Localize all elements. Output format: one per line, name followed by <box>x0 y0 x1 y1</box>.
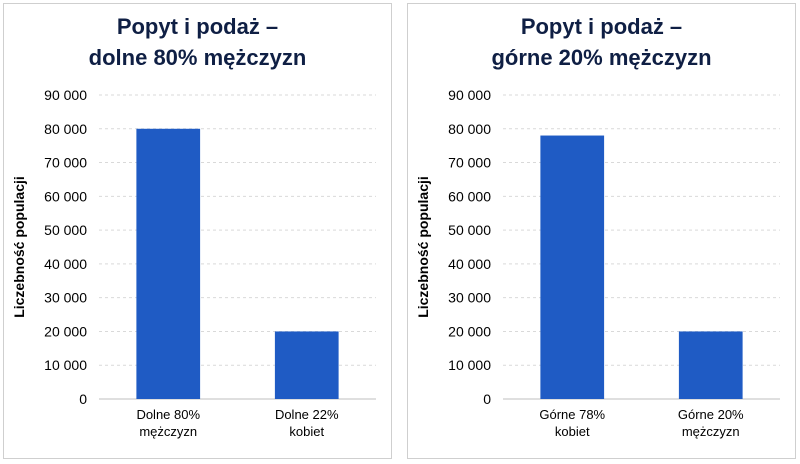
y-tick-label: 0 <box>483 391 491 407</box>
chart-title-line: Popyt i podaż – <box>521 14 682 39</box>
y-tick-label: 30 000 <box>44 290 87 306</box>
y-axis-label: Liczebność populacji <box>11 176 27 318</box>
y-tick-label: 20 000 <box>448 323 491 339</box>
y-axis-label: Liczebność populacji <box>415 176 431 318</box>
chart-panel-top-20: Popyt i podaż – górne 20% mężczyzn 0 10 000… <box>407 3 796 459</box>
bar-1 <box>678 331 743 399</box>
y-tick-label: 10 000 <box>44 357 87 373</box>
y-tick-label: 40 000 <box>44 256 87 272</box>
y-tick-label: 60 000 <box>448 188 491 204</box>
bar-chart-bottom-80: Popyt i podaż – dolne 80% mężczyzn 0 10 000… <box>11 14 376 439</box>
bar-1 <box>274 331 339 399</box>
x-category-label: Górne 78% <box>539 407 605 422</box>
x-category-label: kobiet <box>555 424 590 439</box>
y-tick-label: 70 000 <box>448 155 491 171</box>
y-tick-label: 30 000 <box>448 290 491 306</box>
bar-chart-top-20: Popyt i podaż – górne 20% mężczyzn 0 10 000… <box>415 14 780 439</box>
chart-title-line: dolne 80% mężczyzn <box>89 45 307 70</box>
x-category-label: kobiet <box>289 424 324 439</box>
x-category-label: Dolne 80% <box>136 407 200 422</box>
y-tick-label: 40 000 <box>448 256 491 272</box>
chart-title-line: górne 20% mężczyzn <box>491 45 711 70</box>
y-tick-label: 50 000 <box>44 222 87 238</box>
y-tick-label: 70 000 <box>44 155 87 171</box>
y-tick-label: 90 000 <box>448 87 491 103</box>
bar-0 <box>136 128 201 399</box>
y-tick-label: 60 000 <box>44 188 87 204</box>
y-tick-label: 0 <box>79 391 87 407</box>
y-tick-label: 80 000 <box>44 121 87 137</box>
x-category-label: mężczyzn <box>139 424 197 439</box>
y-tick-label: 20 000 <box>44 323 87 339</box>
y-tick-label: 80 000 <box>448 121 491 137</box>
bar-0 <box>540 135 605 400</box>
chart-title-line: Popyt i podaż – <box>117 14 278 39</box>
x-category-label: mężczyzn <box>682 424 740 439</box>
y-tick-label: 10 000 <box>448 357 491 373</box>
chart-panel-bottom-80: Popyt i podaż – dolne 80% mężczyzn 0 10 000… <box>3 3 392 459</box>
x-category-label: Górne 20% <box>678 407 744 422</box>
y-tick-label: 50 000 <box>448 222 491 238</box>
x-category-label: Dolne 22% <box>275 407 339 422</box>
y-tick-label: 90 000 <box>44 87 87 103</box>
